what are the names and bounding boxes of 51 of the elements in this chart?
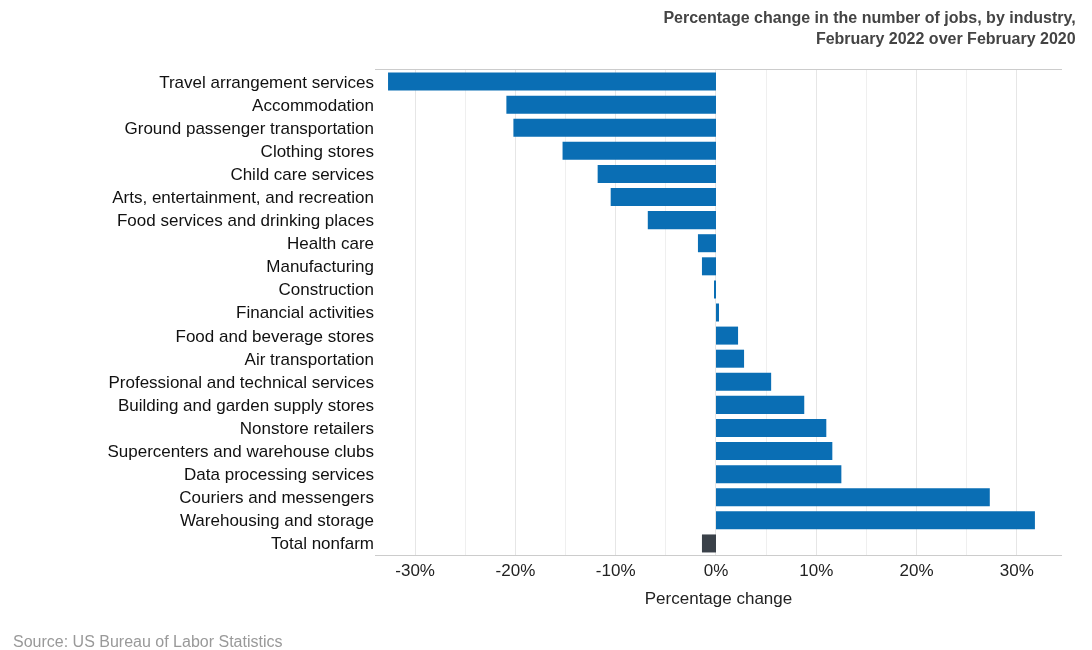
- y-tick-label: Travel arrangement services: [159, 72, 374, 92]
- bar: [715, 372, 772, 391]
- y-tick-label: Financial activities: [236, 303, 374, 323]
- x-tick-label: 30%: [999, 561, 1034, 581]
- y-tick-label: Warehousing and storage: [179, 511, 374, 531]
- y-tick-label: Child care services: [230, 164, 374, 184]
- y-tick-label: Health care: [287, 234, 374, 254]
- bar: [610, 188, 716, 207]
- y-tick-label: Construction: [278, 280, 374, 300]
- y-tick-label: Arts, entertainment, and recreation: [112, 187, 374, 207]
- bar: [715, 395, 805, 414]
- bar: [715, 326, 739, 345]
- y-tick-label: Clothing stores: [260, 141, 374, 161]
- y-tick-label: Couriers and messengers: [179, 488, 374, 508]
- bar: [513, 118, 716, 137]
- chart-title: Percentage change in the number of jobs, by industry, February 2022 over February 2020: [663, 8, 1076, 47]
- y-tick-label: Air transportation: [244, 349, 374, 369]
- y-tick-label: Food services and drinking places: [116, 211, 374, 231]
- bar: [506, 95, 716, 114]
- bar: [597, 164, 716, 183]
- y-tick-label: Manufacturing: [266, 257, 374, 277]
- y-tick-label: Data processing services: [184, 465, 374, 485]
- bar: [715, 303, 719, 322]
- y-tick-label: Building and garden supply stores: [117, 395, 374, 415]
- y-tick-label: Accommodation: [252, 95, 374, 115]
- source-note: Source: US Bureau of Labor Statistics: [13, 633, 283, 650]
- x-tick-label: 0%: [703, 561, 729, 581]
- bar: [701, 534, 716, 553]
- y-tick-label: Total nonfarm: [271, 534, 374, 554]
- x-tick-label: -20%: [495, 561, 536, 581]
- bar: [697, 234, 716, 253]
- x-tick-label: -10%: [595, 561, 636, 581]
- bar: [715, 442, 833, 461]
- bar: [647, 211, 716, 230]
- y-tick-label: Food and beverage stores: [175, 326, 374, 346]
- bar: [715, 418, 827, 437]
- x-axis-title: Percentage change: [644, 588, 793, 608]
- y-tick-label: Professional and technical services: [108, 372, 374, 392]
- x-tick-label: -30%: [395, 561, 435, 581]
- bar: [715, 488, 990, 507]
- y-tick-label: Nonstore retailers: [239, 418, 374, 438]
- y-tick-label: Ground passenger transportation: [124, 118, 374, 138]
- x-tick-label: 10%: [799, 561, 834, 581]
- bar: [562, 141, 716, 160]
- y-tick-label: Supercenters and warehouse clubs: [107, 442, 374, 462]
- bar: [715, 465, 842, 484]
- x-tick-label: 20%: [899, 561, 934, 581]
- bar: [388, 72, 716, 91]
- bar: [715, 349, 745, 368]
- bar: [701, 257, 716, 276]
- bar: [715, 511, 1035, 530]
